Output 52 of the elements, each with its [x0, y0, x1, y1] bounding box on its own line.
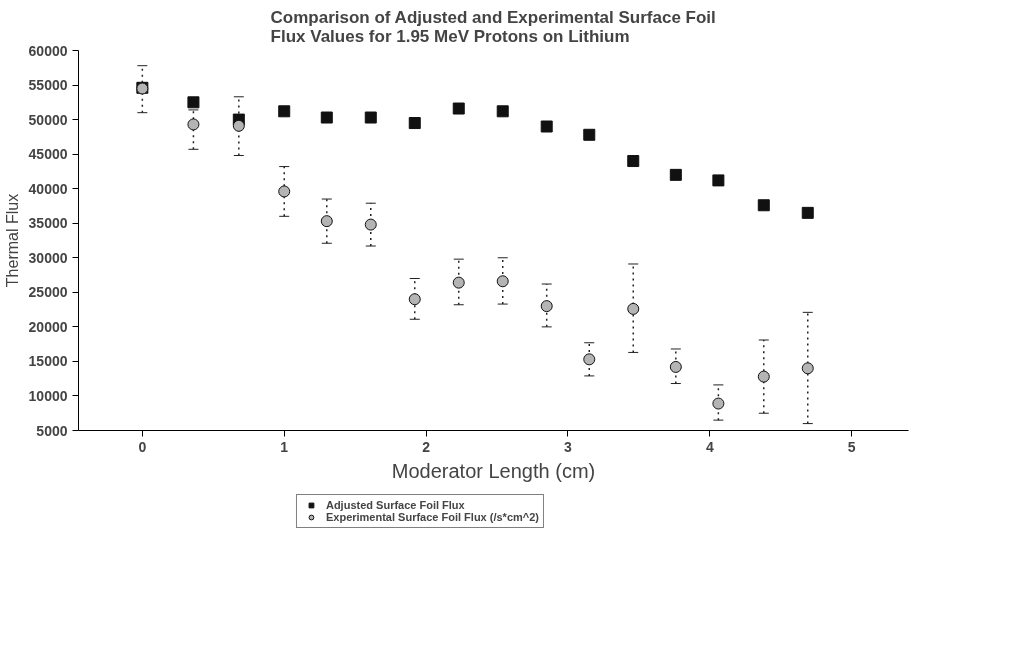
y-tick-label: 50000 — [28, 111, 68, 128]
point — [320, 111, 333, 124]
point — [278, 105, 291, 118]
point — [583, 128, 596, 141]
chart-title: Comparison of Adjusted and Experimental Surface Foil Flux Values for 1.95 MeV Protons on Lithium — [270, 7, 716, 46]
point — [364, 111, 377, 124]
point — [364, 218, 377, 231]
point — [540, 300, 553, 313]
point — [669, 360, 682, 373]
y-tick-label: 45000 — [28, 146, 68, 163]
x-tick-label: 0 — [138, 438, 147, 455]
point — [757, 370, 770, 383]
y-tick-label: 5000 — [36, 422, 68, 439]
x-tick-label: 1 — [280, 438, 289, 455]
point — [583, 353, 596, 366]
point — [452, 102, 465, 115]
point — [408, 293, 421, 306]
point — [187, 96, 200, 109]
point — [669, 168, 682, 181]
point — [452, 276, 465, 289]
point — [496, 275, 509, 288]
legend-label: Experimental Surface Foil Flux (/s*cm^2) — [325, 511, 540, 523]
y-tick-label: 60000 — [28, 42, 68, 59]
y-tick-label: 55000 — [28, 77, 68, 94]
point — [408, 117, 421, 130]
y-tick-label: 35000 — [28, 215, 68, 232]
point — [712, 174, 725, 187]
x-tick-label: 3 — [564, 438, 573, 455]
point — [540, 120, 553, 133]
x-tick-label: 4 — [705, 438, 714, 455]
point — [801, 206, 814, 219]
x-axis-title: Moderator Length (cm) — [391, 459, 596, 482]
y-tick-label: 10000 — [28, 387, 68, 404]
y-axis-title: Thermal Flux — [3, 193, 21, 288]
point — [496, 105, 509, 118]
point — [712, 397, 725, 410]
point — [320, 215, 333, 228]
point — [757, 199, 770, 212]
point — [187, 118, 200, 131]
y-tick-label: 15000 — [28, 353, 68, 370]
x-tick-label: 5 — [847, 438, 856, 455]
point — [801, 362, 814, 375]
x-tick-label: 2 — [422, 438, 431, 455]
y-tick-label: 40000 — [28, 180, 68, 197]
legend-label: Adjusted Surface Foil Flux — [325, 499, 465, 511]
point — [627, 302, 640, 315]
point — [232, 119, 245, 132]
y-tick-label: 20000 — [28, 318, 68, 335]
point — [627, 155, 640, 168]
point — [278, 185, 291, 198]
y-tick-label: 25000 — [28, 284, 68, 301]
y-tick-label: 30000 — [28, 249, 68, 266]
